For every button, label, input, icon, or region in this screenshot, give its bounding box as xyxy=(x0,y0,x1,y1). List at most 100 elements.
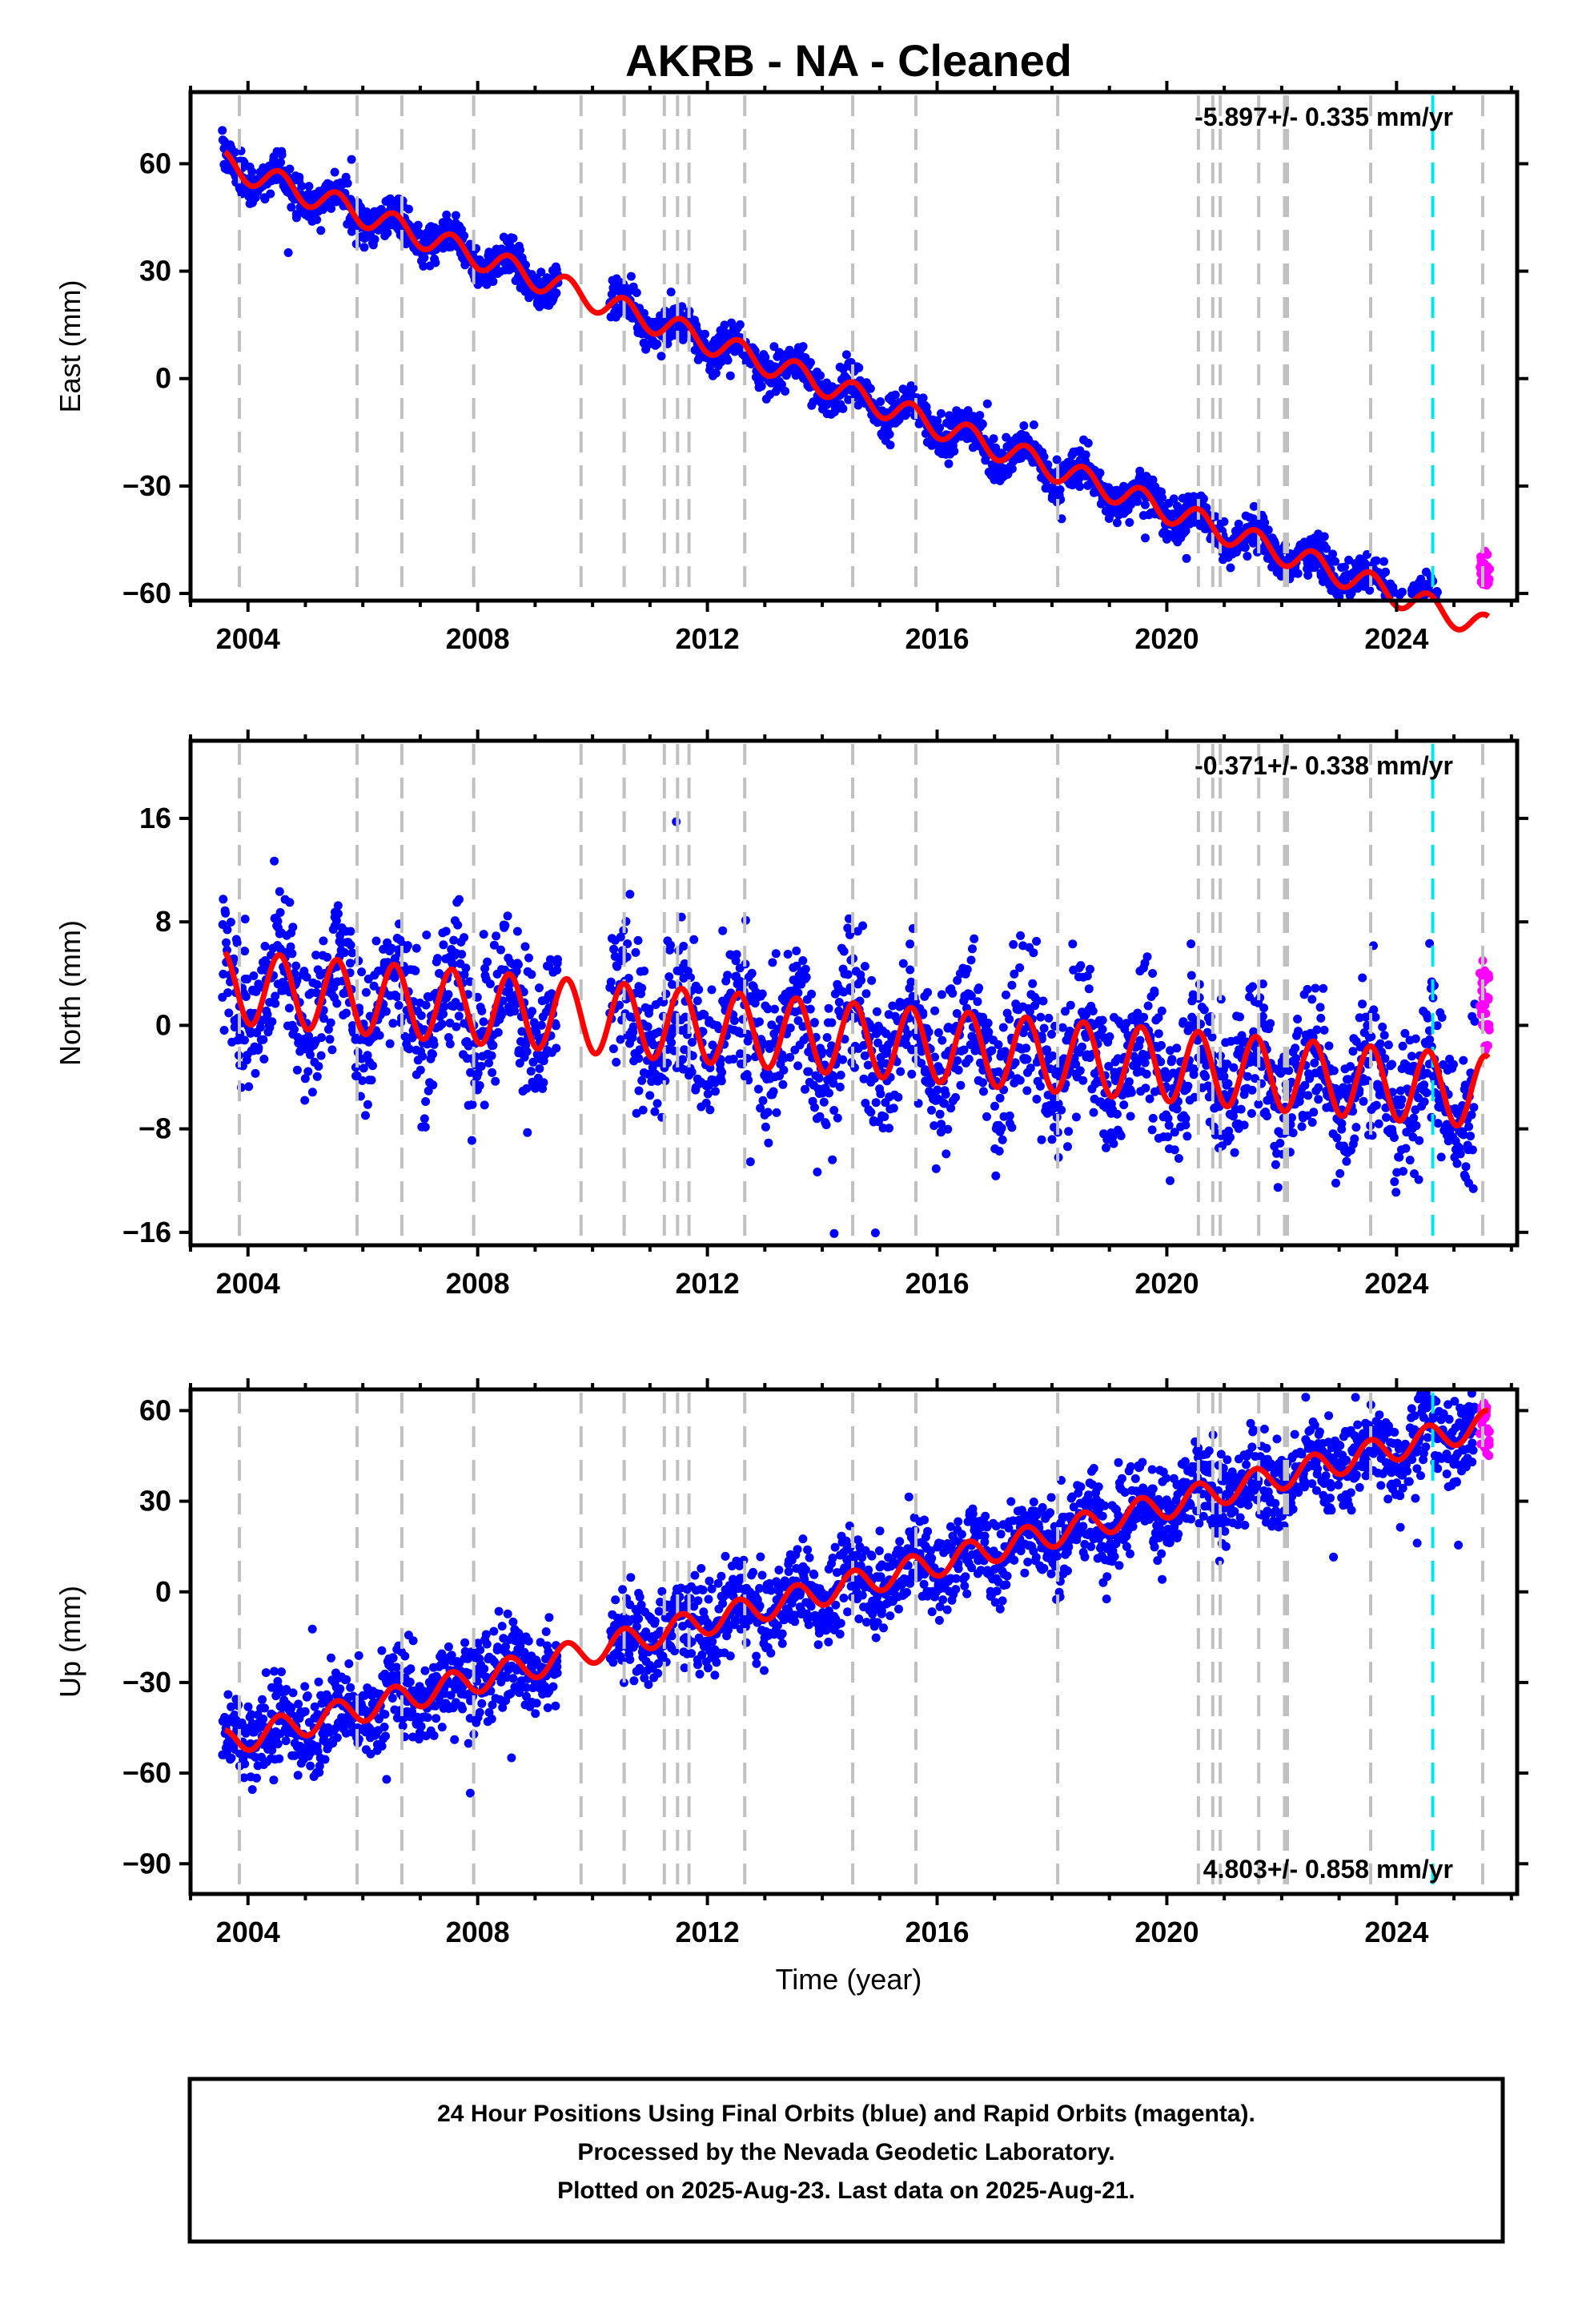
final-orbit-point xyxy=(359,243,369,252)
final-orbit-point xyxy=(1409,1113,1419,1123)
final-orbit-point xyxy=(536,1020,546,1030)
final-orbit-point xyxy=(1015,963,1025,972)
final-orbit-point xyxy=(1291,1043,1300,1053)
final-orbit-point xyxy=(717,1076,726,1086)
final-orbit-point xyxy=(1390,1177,1399,1187)
final-orbit-point xyxy=(1182,1132,1192,1141)
final-orbit-point xyxy=(317,1033,326,1043)
final-orbit-point xyxy=(1005,1015,1014,1024)
final-orbit-point xyxy=(335,1684,345,1694)
final-orbit-point xyxy=(431,258,440,267)
final-orbit-point xyxy=(1350,1134,1359,1144)
final-orbit-point xyxy=(1382,1112,1391,1122)
final-orbit-point xyxy=(1032,936,1042,946)
final-orbit-point xyxy=(753,1084,763,1094)
x-tick-label: 2020 xyxy=(1134,1267,1199,1300)
final-orbit-point xyxy=(995,1093,1005,1103)
final-orbit-point xyxy=(260,942,270,951)
final-orbit-point xyxy=(1035,1081,1045,1091)
y-tick-label: 16 xyxy=(139,802,171,834)
final-orbit-point xyxy=(633,935,643,945)
final-orbit-point xyxy=(1243,552,1252,561)
final-orbit-point xyxy=(824,1003,833,1013)
final-orbit-point xyxy=(524,953,533,963)
final-orbit-point xyxy=(266,189,275,199)
final-orbit-point xyxy=(1391,1188,1401,1197)
final-orbit-point xyxy=(678,1055,687,1064)
final-orbit-point xyxy=(1199,494,1208,504)
final-orbit-point xyxy=(285,898,295,907)
final-orbit-point xyxy=(763,1108,773,1117)
final-orbit-point xyxy=(1314,1083,1323,1092)
final-orbit-point xyxy=(1076,961,1086,971)
final-orbit-point xyxy=(1452,1159,1462,1168)
final-orbit-point xyxy=(1236,1104,1246,1114)
final-orbit-point xyxy=(1166,1057,1176,1067)
final-orbit-point xyxy=(1294,1027,1303,1036)
final-orbit-point xyxy=(528,1007,536,1016)
y-tick-label: −16 xyxy=(122,1216,171,1248)
final-orbit-point xyxy=(778,1080,788,1089)
final-orbit-point xyxy=(666,940,675,950)
final-orbit-point xyxy=(1007,980,1017,990)
final-orbit-point xyxy=(1150,986,1159,995)
final-orbit-point xyxy=(1379,1031,1389,1040)
final-orbit-point xyxy=(1307,1118,1317,1127)
final-orbit-point xyxy=(1422,1088,1431,1098)
final-orbit-point xyxy=(1052,455,1062,464)
final-orbit-point xyxy=(1201,1072,1211,1081)
x-tick-label: 2024 xyxy=(1364,622,1428,655)
final-orbit-point xyxy=(1088,1007,1098,1015)
final-orbit-point xyxy=(1358,973,1367,983)
final-orbit-point xyxy=(771,949,781,959)
final-orbit-point xyxy=(679,942,689,951)
y-tick-label: 0 xyxy=(155,362,171,395)
y-tick-label: 60 xyxy=(139,147,171,179)
final-orbit-point xyxy=(656,352,666,361)
final-orbit-point xyxy=(312,215,322,224)
final-orbit-point xyxy=(819,1097,829,1107)
final-orbit-point xyxy=(219,895,228,904)
final-orbit-point xyxy=(638,1105,648,1115)
final-orbit-point xyxy=(935,423,945,432)
final-orbit-point xyxy=(404,204,413,214)
final-orbit-point xyxy=(332,1733,342,1743)
final-orbit-point xyxy=(982,399,992,408)
final-orbit-point xyxy=(723,971,733,980)
final-orbit-point xyxy=(226,918,235,927)
final-orbit-point xyxy=(1464,1122,1474,1132)
final-orbit-point xyxy=(485,979,495,989)
final-orbit-point xyxy=(770,1004,779,1014)
x-tick-label: 2004 xyxy=(216,622,280,655)
final-orbit-point xyxy=(1207,1032,1217,1042)
final-orbit-point xyxy=(1016,931,1026,940)
final-orbit-point xyxy=(701,329,709,339)
final-orbit-point xyxy=(1147,1125,1157,1135)
final-orbit-point xyxy=(334,909,343,919)
final-orbit-point xyxy=(1226,1132,1235,1142)
final-orbit-point xyxy=(1415,1136,1424,1145)
final-orbit-point xyxy=(479,930,488,939)
final-orbit-point xyxy=(371,936,381,946)
final-orbit-point xyxy=(768,958,777,967)
final-orbit-point xyxy=(332,999,342,1008)
final-orbit-point xyxy=(552,288,561,298)
up-points xyxy=(218,1388,1494,1798)
final-orbit-point xyxy=(1141,1084,1150,1093)
final-orbit-point xyxy=(520,942,530,951)
final-orbit-point xyxy=(1183,1081,1193,1091)
final-orbit-point xyxy=(375,1031,384,1040)
x-tick-label: 2024 xyxy=(1364,1267,1428,1300)
rapid-orbit-point xyxy=(1484,995,1493,1004)
final-orbit-point xyxy=(1007,464,1017,473)
final-orbit-point xyxy=(970,934,979,943)
final-orbit-point xyxy=(439,1009,448,1019)
final-orbit-point xyxy=(991,1171,1001,1180)
final-orbit-point xyxy=(822,1033,832,1042)
final-orbit-point xyxy=(1037,1135,1046,1144)
final-orbit-point xyxy=(314,1062,323,1071)
final-orbit-point xyxy=(634,1086,644,1096)
final-orbit-point xyxy=(428,1080,438,1090)
final-orbit-point xyxy=(276,158,286,167)
